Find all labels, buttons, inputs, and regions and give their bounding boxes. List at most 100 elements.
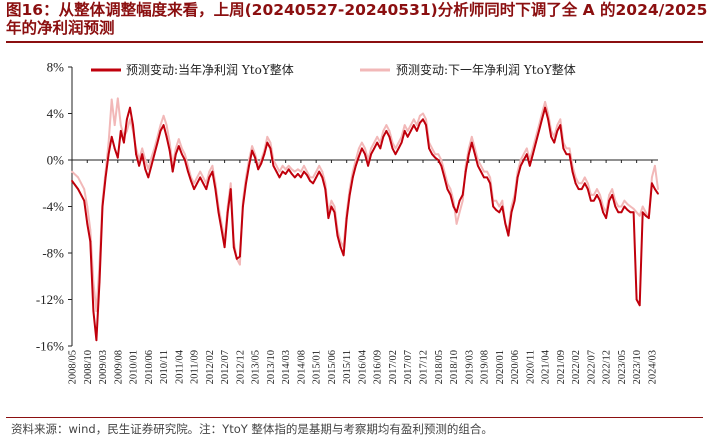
chart-legend: 预测变动:当年净利润 YtoY整体 预测变动:下一年净利润 YtoY整体 <box>91 62 576 77</box>
data-point <box>586 188 589 191</box>
x-tick-label: 2011/09 <box>190 350 201 384</box>
data-point <box>626 203 629 206</box>
data-point <box>565 153 568 156</box>
data-point <box>403 124 406 126</box>
data-point <box>406 135 409 138</box>
data-point <box>492 205 495 208</box>
data-point <box>583 182 586 185</box>
data-point <box>77 188 79 191</box>
data-point <box>199 176 202 179</box>
data-point <box>110 98 113 101</box>
data-point <box>644 211 647 214</box>
y-tick-label: -8% <box>42 246 64 261</box>
x-tick-label: 2020/01 <box>495 350 506 384</box>
data-point <box>385 130 388 132</box>
source-note: 资料来源：wind，民生证券研究院。注：YtoY 整体指的是基期与考察期均有盈利… <box>11 422 493 436</box>
data-point <box>147 176 150 179</box>
data-point <box>525 153 528 156</box>
legend-label: 预测变动:下一年净利润 YtoY整体 <box>396 62 576 77</box>
x-tick-label: 2013/05 <box>251 350 262 384</box>
legend-label: 预测变动:当年净利润 YtoY整体 <box>126 62 294 77</box>
data-point <box>272 164 275 167</box>
data-point <box>394 153 397 156</box>
data-point <box>510 211 513 214</box>
data-point <box>385 124 388 126</box>
data-point <box>364 147 366 150</box>
data-point <box>455 223 458 225</box>
data-point <box>409 124 412 126</box>
data-point <box>184 159 186 161</box>
data-point <box>300 170 302 173</box>
data-point <box>141 153 144 156</box>
data-point <box>657 192 659 195</box>
data-point <box>596 188 598 191</box>
data-point <box>89 240 92 243</box>
data-point <box>306 170 308 173</box>
data-point <box>171 170 174 173</box>
data-point <box>287 164 290 167</box>
data-point <box>437 159 440 161</box>
x-tick-label: 2014/08 <box>296 350 307 384</box>
data-point <box>284 168 287 171</box>
data-point <box>251 145 254 148</box>
data-point <box>544 101 546 103</box>
data-point <box>229 182 232 185</box>
data-point <box>202 176 205 179</box>
data-point <box>98 281 101 283</box>
data-point <box>135 153 138 156</box>
data-point <box>168 149 171 152</box>
data-point <box>553 141 556 144</box>
data-point <box>431 153 433 156</box>
data-point <box>199 170 202 173</box>
data-point <box>254 156 256 159</box>
data-point <box>620 211 623 214</box>
data-point <box>388 130 391 132</box>
data-point <box>483 176 485 179</box>
x-tick-label: 2017/12 <box>418 350 429 384</box>
data-point <box>318 164 321 167</box>
data-point <box>107 141 110 144</box>
data-point <box>440 159 443 161</box>
chart-series <box>71 97 659 342</box>
data-point <box>550 135 553 138</box>
x-tick-label: 2017/07 <box>403 350 414 384</box>
data-point <box>104 176 107 179</box>
data-point <box>614 205 617 208</box>
data-point <box>196 182 199 185</box>
data-point <box>165 124 168 126</box>
data-point <box>361 141 363 144</box>
x-tick-label: 2020/11 <box>525 350 536 384</box>
data-point <box>638 214 641 217</box>
data-point <box>422 112 424 115</box>
data-point <box>416 124 418 126</box>
x-tick-label: 2016/09 <box>373 350 384 384</box>
data-point <box>211 170 214 173</box>
data-point <box>412 118 415 121</box>
data-point <box>532 153 534 156</box>
data-point <box>388 135 391 138</box>
x-tick-label: 2019/08 <box>480 350 491 384</box>
data-point <box>504 223 507 225</box>
data-point <box>358 147 360 150</box>
data-point <box>132 124 134 126</box>
data-point <box>177 138 180 141</box>
data-point <box>239 255 241 258</box>
data-point <box>583 176 586 179</box>
data-point <box>538 130 540 132</box>
title-divider <box>6 41 703 43</box>
data-point <box>251 149 254 152</box>
data-point <box>419 121 421 124</box>
data-point <box>565 147 568 150</box>
x-tick-label: 2018/05 <box>434 350 445 384</box>
data-point <box>126 118 128 121</box>
data-point <box>547 118 549 121</box>
data-point <box>162 124 165 126</box>
data-point <box>290 168 293 171</box>
data-point <box>556 124 559 126</box>
data-point <box>174 153 177 156</box>
data-point <box>303 170 305 173</box>
data-point <box>635 211 638 214</box>
data-point <box>425 124 427 126</box>
data-point <box>324 188 327 191</box>
x-tick-label: 2018/10 <box>449 350 460 384</box>
